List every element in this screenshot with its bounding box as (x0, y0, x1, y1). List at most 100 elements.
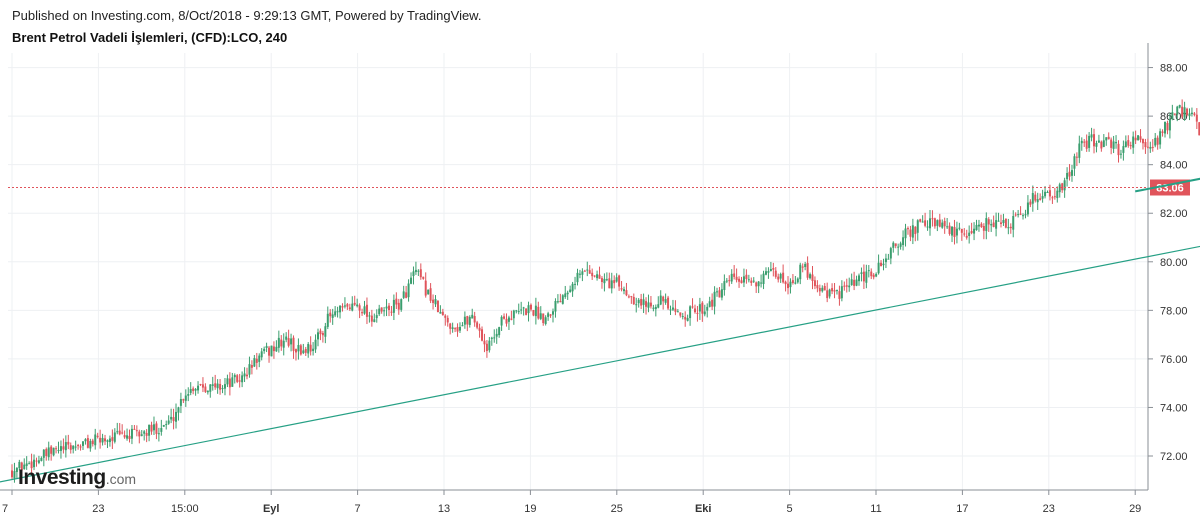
candle (926, 220, 929, 231)
x-tick-label: 13 (438, 503, 450, 515)
candle (701, 301, 704, 322)
candle (772, 262, 775, 277)
x-tick-label: 23 (1043, 503, 1055, 515)
candle (461, 322, 464, 327)
candle (407, 279, 410, 302)
candle (955, 221, 958, 244)
grid (8, 53, 1148, 490)
candle (503, 313, 506, 320)
candle (640, 293, 643, 310)
candle (336, 306, 339, 318)
candle (880, 260, 883, 267)
candle (1122, 140, 1125, 161)
y-tick-label: 74.00 (1160, 402, 1188, 414)
candle (892, 241, 895, 253)
candle (1110, 137, 1113, 155)
candle (596, 270, 599, 281)
candle (343, 297, 346, 309)
candle (150, 421, 153, 435)
candle (1073, 153, 1076, 176)
candle (586, 261, 589, 277)
candle (385, 299, 388, 317)
candle (145, 429, 148, 443)
candle (67, 434, 70, 450)
candle (630, 295, 633, 304)
candle (309, 336, 312, 356)
candle (681, 312, 684, 320)
candle (280, 335, 283, 351)
candle (199, 383, 202, 386)
candle (473, 311, 476, 327)
candle (894, 243, 897, 249)
candle (711, 293, 714, 311)
candle (520, 301, 523, 315)
candle (361, 308, 364, 316)
candle (1004, 218, 1007, 229)
candle (566, 290, 569, 300)
candle (794, 275, 797, 285)
candle (1026, 195, 1029, 217)
candle (1198, 121, 1200, 136)
candle (706, 303, 709, 318)
candle (1078, 135, 1081, 164)
candle (495, 328, 498, 344)
candle (439, 305, 442, 314)
upper-trendline[interactable] (1135, 136, 1200, 193)
x-tick-label: 7 (2, 503, 8, 515)
candle (564, 285, 567, 299)
candle (637, 298, 640, 308)
candle (422, 276, 425, 280)
y-tick-label: 76.00 (1160, 354, 1188, 366)
candle (30, 453, 33, 475)
candle (481, 326, 484, 342)
candle (723, 274, 726, 296)
logo-suffix: .com (105, 471, 137, 487)
candle (1034, 191, 1037, 203)
published-note: Published on Investing.com, 8/Oct/2018 -… (12, 8, 482, 23)
candle (539, 306, 542, 321)
candle (953, 219, 956, 245)
candle (1112, 135, 1115, 154)
candle (238, 373, 241, 388)
candle (730, 269, 733, 284)
candle (591, 268, 594, 280)
candle (691, 298, 694, 309)
candle (1171, 104, 1174, 121)
candle (99, 429, 102, 449)
plot-area[interactable] (8, 53, 1148, 490)
candle (182, 398, 185, 404)
candle (179, 392, 182, 414)
candle (877, 254, 880, 275)
candle (703, 304, 706, 317)
candle (253, 354, 256, 368)
candle (449, 322, 452, 335)
candle (272, 341, 275, 359)
candle (897, 243, 900, 256)
candle (1017, 209, 1020, 218)
candle (760, 274, 763, 288)
candle (427, 289, 430, 295)
candle (324, 322, 327, 344)
candle (860, 267, 863, 282)
candle (143, 430, 146, 441)
candle (549, 314, 552, 318)
candle (902, 230, 905, 251)
candle (1100, 140, 1103, 152)
candle (167, 415, 170, 425)
candle (468, 315, 471, 328)
candle (662, 295, 665, 310)
candle (916, 219, 919, 241)
logo-wordmark: Investing (18, 466, 106, 489)
candle (321, 330, 324, 343)
candle (826, 282, 829, 303)
y-tick-label: 84.00 (1160, 160, 1188, 172)
candle (858, 273, 861, 286)
candle (848, 277, 851, 292)
candle (138, 429, 141, 444)
candle (747, 274, 750, 283)
candle (292, 335, 295, 359)
candle (975, 219, 978, 231)
rising-trendline[interactable] (0, 174, 1200, 485)
candle (610, 272, 613, 294)
